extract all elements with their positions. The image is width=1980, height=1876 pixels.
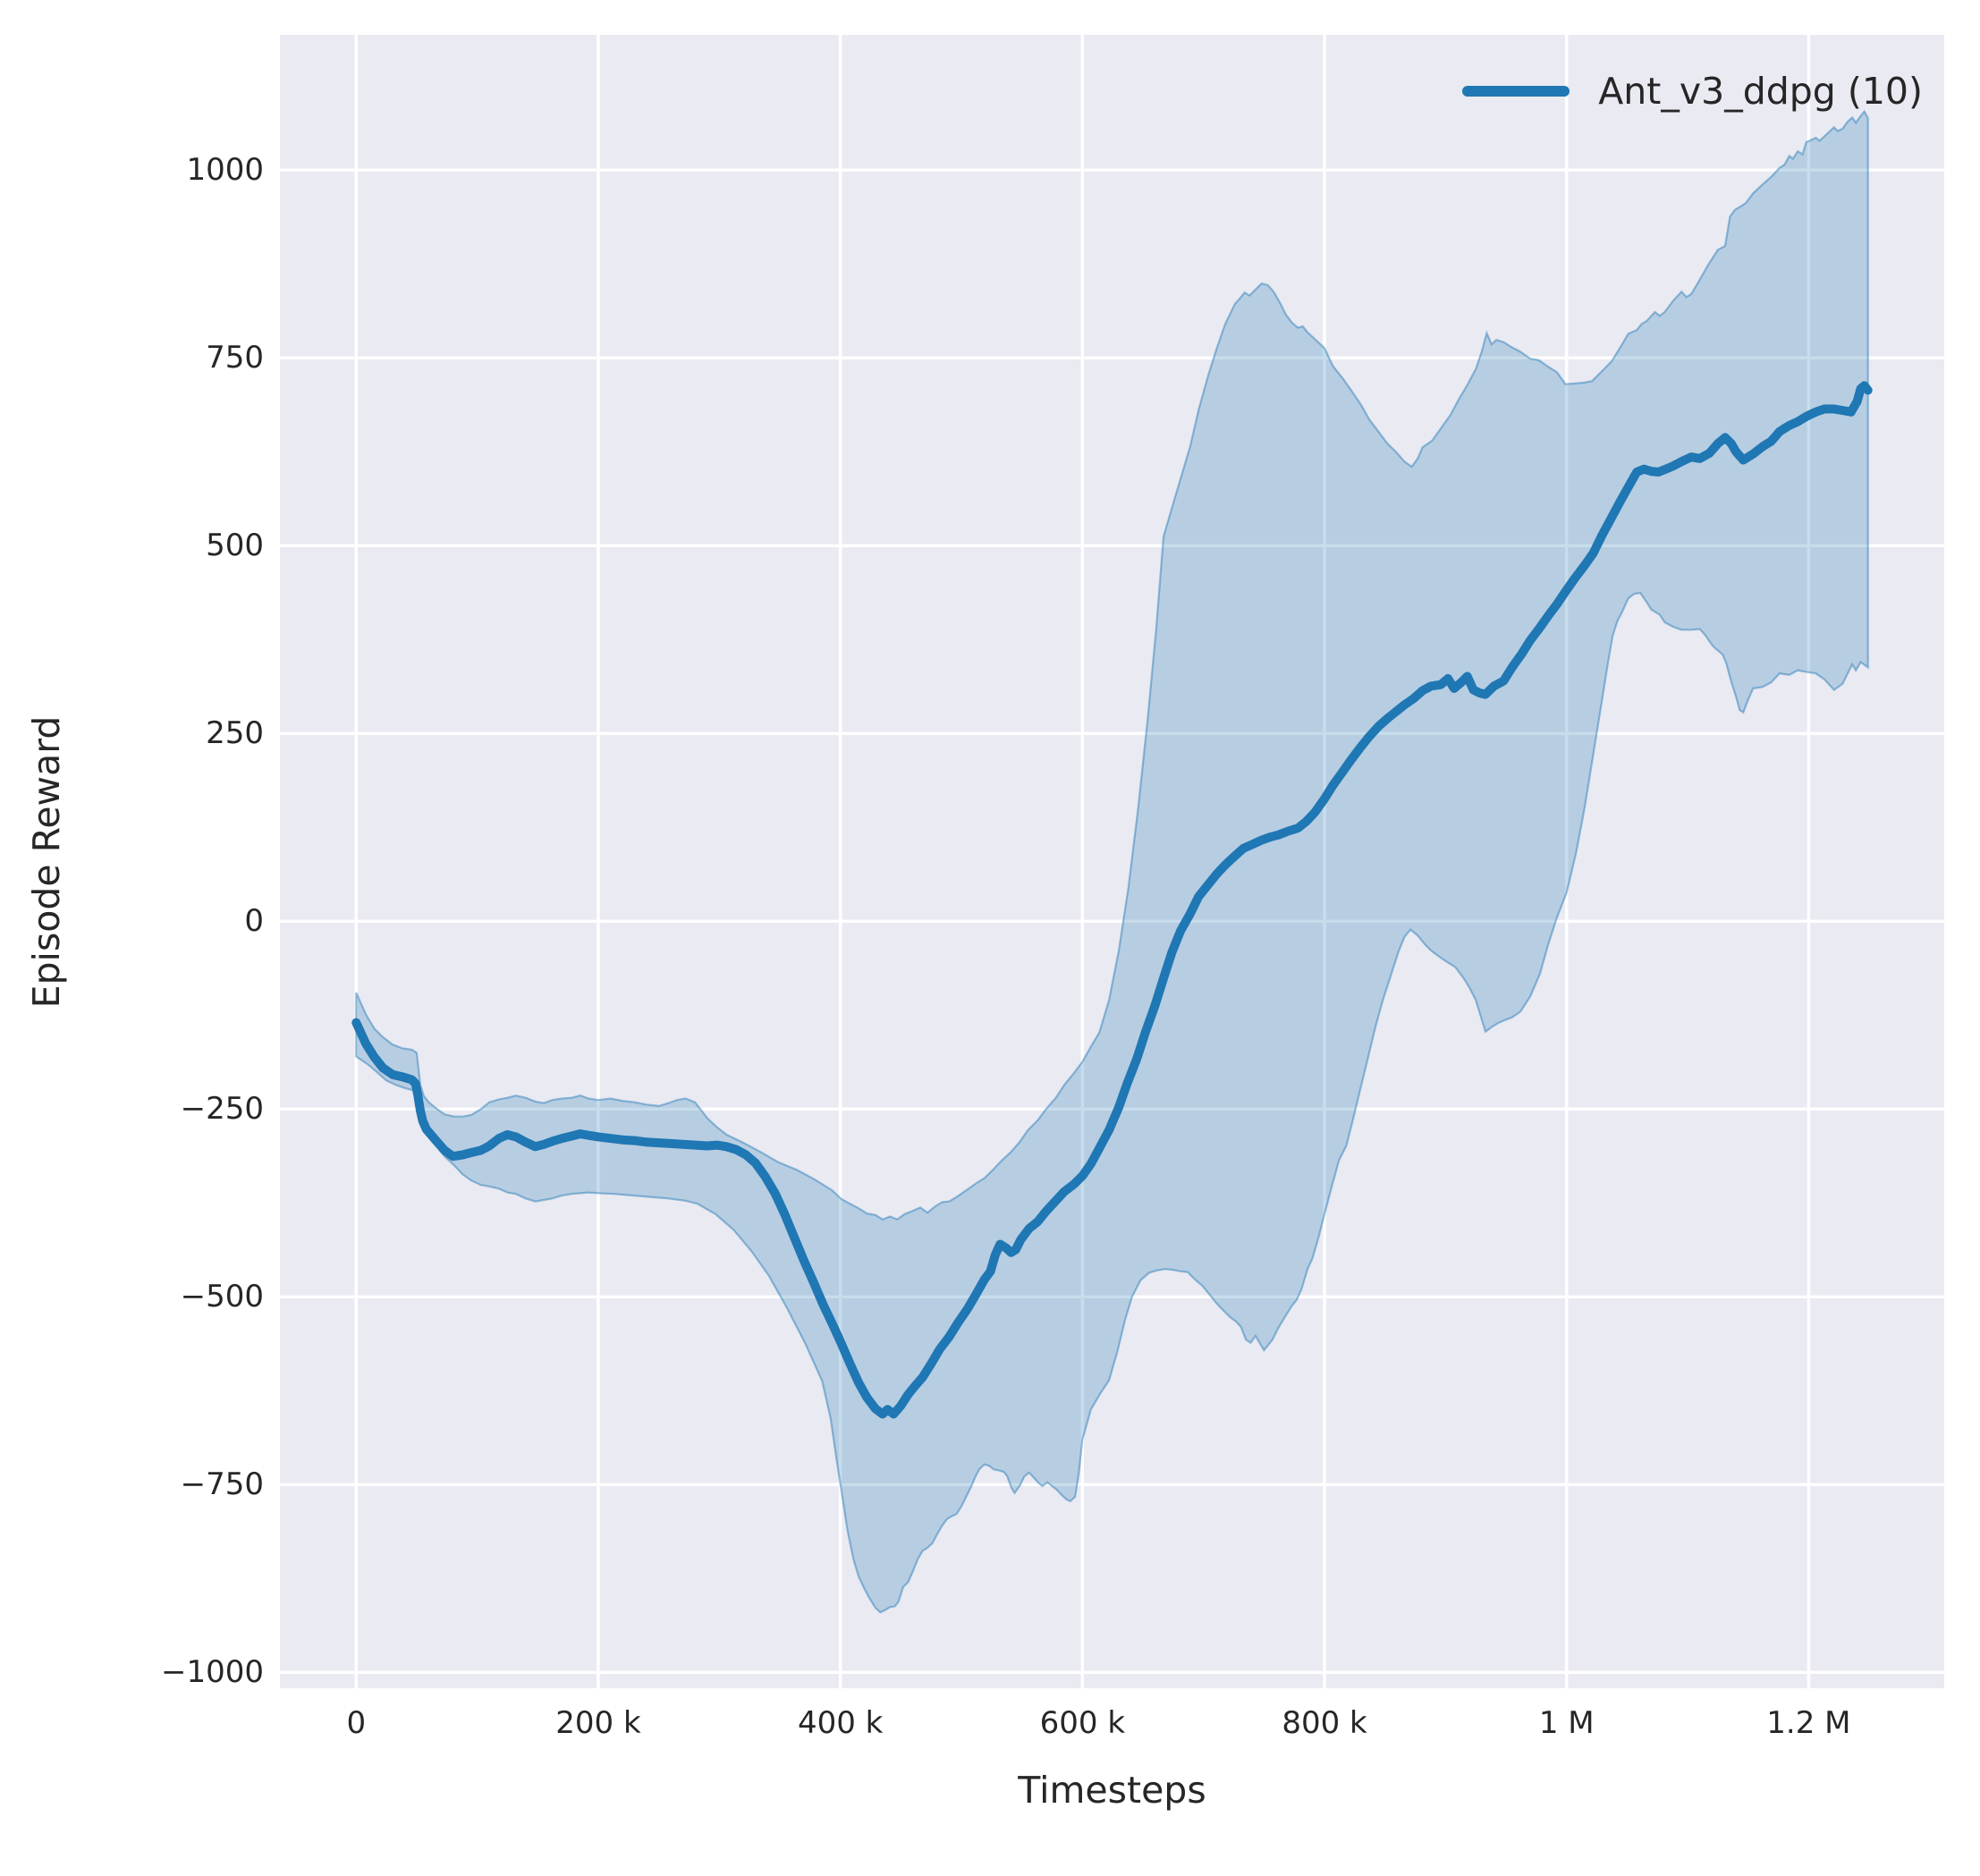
x-tick-label: 0 xyxy=(346,1705,367,1741)
confidence-band xyxy=(355,109,1869,1614)
legend: Ant_v3_ddpg (10) xyxy=(1462,70,1923,113)
x-tick-label: 1 M xyxy=(1538,1705,1595,1741)
legend-label: Ant_v3_ddpg (10) xyxy=(1598,70,1923,113)
y-tick-label: −500 xyxy=(180,1279,264,1315)
y-tick-label: 1000 xyxy=(186,152,264,189)
y-axis-label: Episode Reward xyxy=(25,715,68,1008)
y-tick-label: 500 xyxy=(206,528,264,564)
gridlines xyxy=(280,35,1944,1688)
x-tick-label: 400 k xyxy=(797,1705,884,1741)
plot-area xyxy=(280,35,1944,1688)
legend-line-sample xyxy=(1462,86,1570,97)
y-tick-label: −250 xyxy=(180,1091,264,1128)
y-tick-label: 250 xyxy=(206,715,264,752)
y-tick-label: −1000 xyxy=(160,1654,264,1691)
y-tick-label: −750 xyxy=(180,1466,264,1503)
x-tick-label: 1.2 M xyxy=(1766,1705,1851,1741)
y-tick-label: 0 xyxy=(244,903,264,940)
x-axis-label: Timesteps xyxy=(1018,1769,1206,1812)
mean-line xyxy=(351,381,1873,1419)
y-tick-label: 750 xyxy=(206,340,264,376)
x-tick-label: 600 k xyxy=(1039,1705,1126,1741)
x-tick-label: 200 k xyxy=(555,1705,641,1741)
x-tick-label: 800 k xyxy=(1282,1705,1367,1741)
